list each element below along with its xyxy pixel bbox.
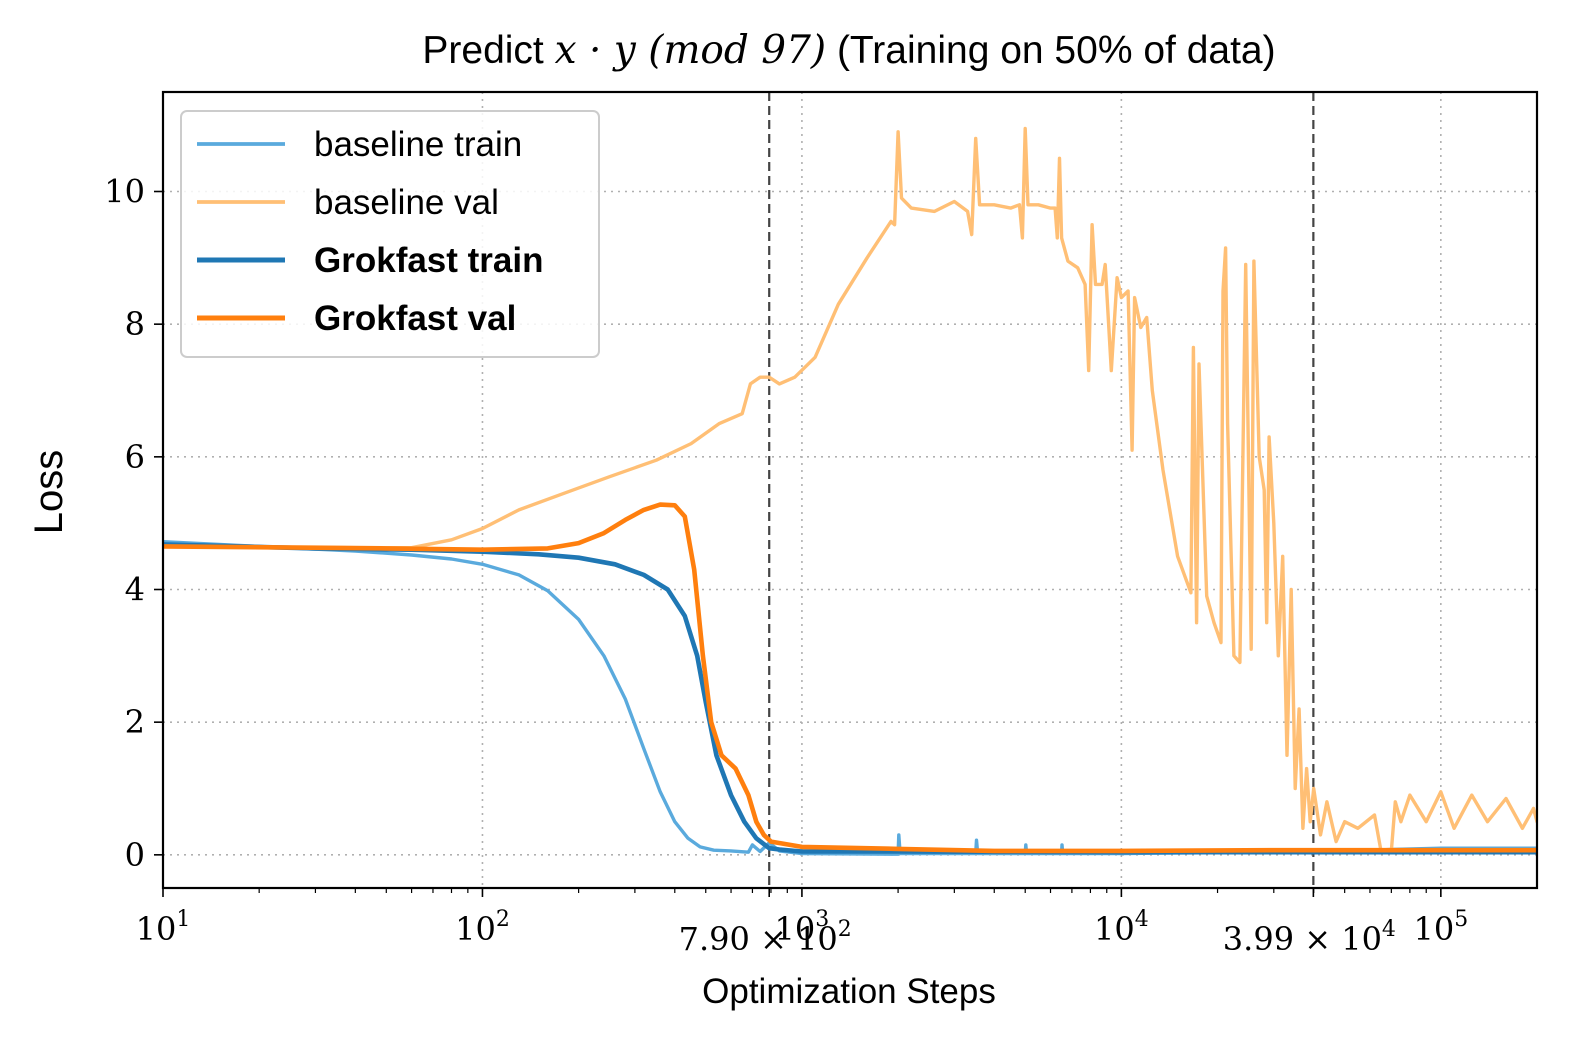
axes-frame — [161, 90, 1539, 890]
series-lines — [163, 126, 1537, 856]
series-line-baseline-val — [163, 126, 1537, 854]
x-axis-label: Optimization Steps — [702, 972, 996, 1011]
legend-label: Grokfast val — [314, 299, 516, 338]
x-tick-label: 101 — [136, 907, 191, 948]
legend-box — [180, 110, 600, 358]
x-tick-label: 104 — [1094, 907, 1149, 948]
legend: baseline train baseline val Grokfast train… — [180, 110, 600, 358]
y-tick-label: 10 — [104, 173, 145, 211]
legend-label: baseline val — [314, 183, 499, 222]
x-tick-label-special: 7.90 × 102 — [679, 917, 852, 958]
reference-lines — [768, 92, 1315, 888]
x-tick-label: 102 — [455, 907, 510, 948]
x-tick-label-special: 3.99 × 104 — [1223, 917, 1396, 958]
y-tick-label: 8 — [125, 305, 145, 343]
series-line-grokfast-train — [163, 542, 1537, 855]
legend-label: Grokfast train — [314, 241, 544, 280]
legend-label: baseline train — [314, 125, 522, 164]
x-tick-label: 105 — [1413, 907, 1468, 948]
y-tick-label: 0 — [125, 836, 145, 874]
y-tick-label: 6 — [125, 438, 145, 476]
y-axis-label: Loss — [27, 450, 71, 535]
y-tick-label: 4 — [125, 571, 145, 609]
x-tick-label: 103 — [775, 907, 830, 948]
series-line-grokfast-val — [163, 502, 1537, 854]
series-line-baseline-train — [163, 540, 1537, 856]
y-tick-label: 2 — [125, 703, 145, 741]
chart-title: Predict x · y (mod 97) (Training on 50% … — [422, 28, 1275, 73]
ticks: 0 2 4 6 8 10 101 102 103 104 105 7.90 × 102 3.99 × 1… — [104, 173, 1468, 959]
